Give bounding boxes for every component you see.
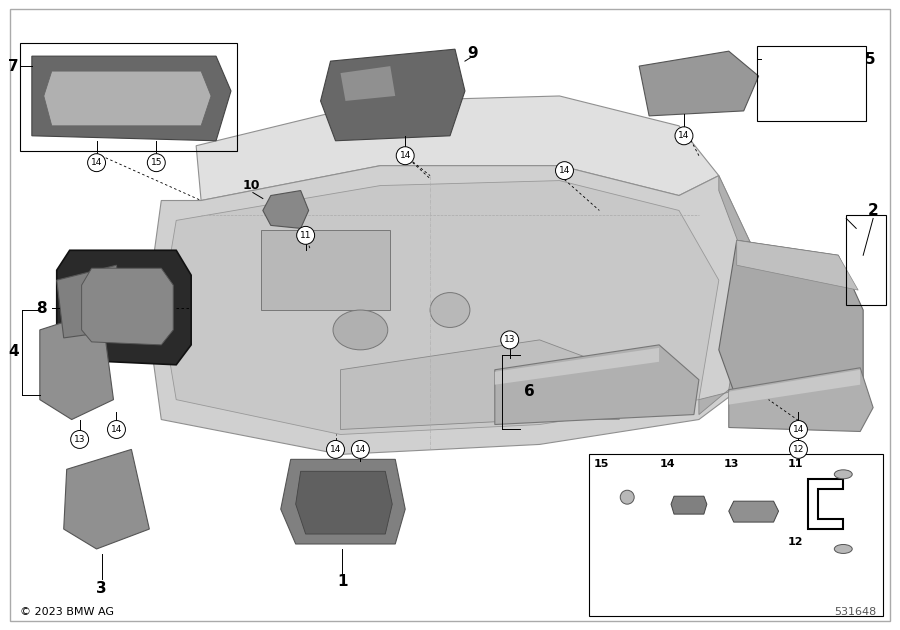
Text: 13: 13 [504,335,516,345]
Circle shape [500,331,518,349]
Text: 14: 14 [793,425,804,434]
Polygon shape [729,501,778,522]
Circle shape [396,147,414,164]
Text: 11: 11 [300,231,311,240]
Circle shape [789,421,807,438]
Text: 14: 14 [559,166,571,175]
Ellipse shape [834,470,852,479]
Bar [590,454,883,616]
Bar [20,43,237,151]
Text: 14: 14 [659,459,675,469]
Text: © 2023 BMW AG: © 2023 BMW AG [20,607,114,617]
Text: 14: 14 [355,445,366,454]
Circle shape [71,430,88,449]
Polygon shape [340,340,619,430]
Polygon shape [340,66,395,101]
Bar [846,215,886,305]
Text: 14: 14 [329,445,341,454]
Circle shape [555,162,573,180]
Polygon shape [719,240,863,415]
Polygon shape [639,51,759,116]
Polygon shape [32,56,231,140]
Polygon shape [196,96,719,200]
Circle shape [297,226,315,244]
Text: 13: 13 [74,435,86,444]
Polygon shape [44,71,212,126]
Polygon shape [161,181,719,435]
Polygon shape [729,368,873,432]
Polygon shape [57,265,122,338]
Bar [261,231,391,310]
Polygon shape [281,459,405,544]
Text: 13: 13 [724,459,740,469]
Polygon shape [82,268,173,345]
Text: 12: 12 [788,537,803,547]
Polygon shape [699,176,759,415]
Circle shape [351,440,369,459]
Ellipse shape [333,310,388,350]
Circle shape [620,490,634,504]
Polygon shape [296,471,392,534]
Polygon shape [57,250,191,365]
Circle shape [107,421,125,438]
Text: 1: 1 [338,575,347,589]
Text: 14: 14 [679,131,689,140]
Polygon shape [40,310,113,420]
Text: 10: 10 [242,179,259,192]
Circle shape [675,127,693,145]
Polygon shape [64,449,149,549]
Text: 15: 15 [594,459,609,469]
Bar [757,46,866,121]
Text: 9: 9 [468,45,478,60]
Text: 8: 8 [37,301,47,316]
Polygon shape [729,370,860,404]
Text: 5: 5 [865,52,876,67]
Polygon shape [320,49,465,140]
Polygon shape [495,348,659,385]
Ellipse shape [834,544,852,553]
Ellipse shape [430,292,470,328]
Polygon shape [147,166,759,454]
Text: 15: 15 [150,158,162,167]
Text: 4: 4 [9,345,19,359]
Polygon shape [263,190,309,229]
Text: 6: 6 [525,384,535,399]
Text: 14: 14 [400,151,411,160]
Text: 2: 2 [868,203,878,218]
Circle shape [148,154,166,171]
Circle shape [789,440,807,459]
Text: 531648: 531648 [834,607,876,617]
Text: 3: 3 [96,581,107,596]
Text: 14: 14 [111,425,122,434]
Text: 7: 7 [7,59,18,74]
Circle shape [87,154,105,171]
Polygon shape [737,240,859,290]
Polygon shape [671,496,706,514]
Polygon shape [495,345,699,425]
Text: 14: 14 [91,158,103,167]
Text: 11: 11 [788,459,803,469]
Text: 12: 12 [793,445,804,454]
Circle shape [327,440,345,459]
